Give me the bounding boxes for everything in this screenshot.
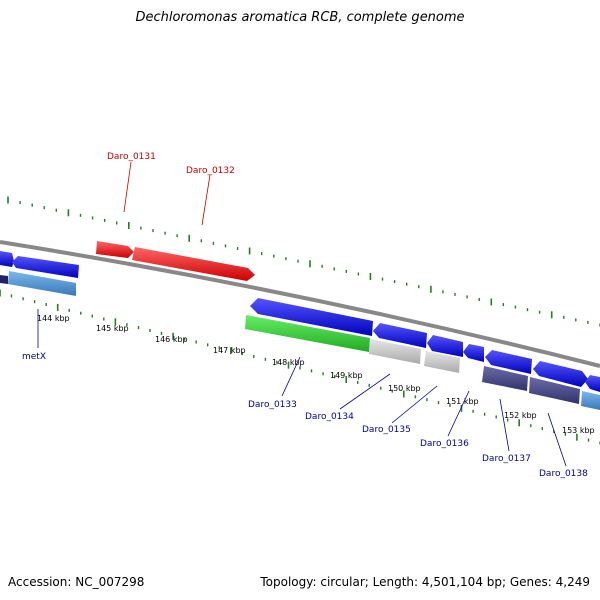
gene-daro-0132[interactable]: [132, 247, 255, 281]
map-title: Dechloromonas aromatica RCB, complete ge…: [135, 10, 465, 25]
gene-left-fragment[interactable]: [0, 251, 14, 267]
gene-label-daro-0133: Daro_0133: [248, 400, 297, 410]
gene-daro-0135[interactable]: [427, 335, 463, 357]
gene-label-daro-0135: Daro_0135: [362, 425, 411, 435]
upper-tick-track: [7, 196, 600, 327]
scale-label-147: 147 kbp: [213, 346, 246, 355]
scale-labels: 144 kbp 145 kbp 146 kbp 147 kbp 148 kbp …: [37, 314, 595, 435]
label-leader-lines: [37, 161, 567, 467]
gene-left-cds[interactable]: [12, 256, 79, 278]
gene-daro-0138[interactable]: [533, 361, 588, 387]
forward-strand-genes: [245, 298, 600, 410]
topology-stats: Topology: circular; Length: 4,501,104 bp…: [260, 575, 590, 589]
gene-daro-0134[interactable]: [373, 323, 427, 348]
scale-label-148: 148 kbp: [272, 358, 305, 367]
gene-right-fragment-other[interactable]: [581, 391, 600, 410]
gene-daro-0137[interactable]: [485, 350, 532, 374]
scale-label-145: 145 kbp: [96, 324, 129, 333]
gene-right-fragment[interactable]: [585, 375, 600, 392]
gene-labels: Daro_0131 Daro_0132 metX Daro_0133 Daro_…: [22, 152, 588, 479]
scale-label-144: 144 kbp: [37, 314, 70, 323]
scale-label-151: 151 kbp: [446, 397, 479, 406]
gene-label-metx: metX: [22, 352, 46, 362]
gene-daro-0134-other[interactable]: [369, 339, 421, 364]
scale-label-146: 146 kbp: [155, 335, 188, 344]
gene-daro-0138-other[interactable]: [529, 377, 580, 404]
accession-label: Accession: NC_007298: [8, 575, 145, 589]
gene-daro-0133[interactable]: [250, 298, 373, 336]
gene-daro-0135-other[interactable]: [424, 351, 460, 373]
reverse-strand-genes: [96, 241, 255, 281]
gene-daro-0131[interactable]: [96, 241, 134, 258]
gene-daro-0137-other[interactable]: [482, 366, 528, 391]
gene-label-daro-0138: Daro_0138: [539, 469, 588, 479]
gene-daro-0136[interactable]: [463, 344, 484, 362]
scale-label-153: 153 kbp: [562, 426, 595, 435]
gene-label-daro-0134: Daro_0134: [305, 412, 354, 422]
scale-label-152: 152 kbp: [504, 411, 537, 420]
forward-strand-genes-left: [0, 251, 79, 296]
scale-tick-track: [0, 289, 600, 445]
gene-metx[interactable]: [8, 271, 76, 296]
gene-label-daro-0132: Daro_0132: [186, 166, 235, 176]
gene-label-daro-0136: Daro_0136: [420, 439, 469, 449]
scale-label-150: 150 kbp: [388, 384, 421, 393]
gene-metx-dark[interactable]: [0, 275, 8, 284]
gene-daro-0133-rna[interactable]: [245, 315, 370, 352]
genome-backbone: [0, 240, 600, 368]
scale-label-149: 149 kbp: [330, 371, 363, 380]
gene-label-daro-0137: Daro_0137: [482, 454, 531, 464]
gene-label-daro-0131: Daro_0131: [107, 152, 156, 162]
